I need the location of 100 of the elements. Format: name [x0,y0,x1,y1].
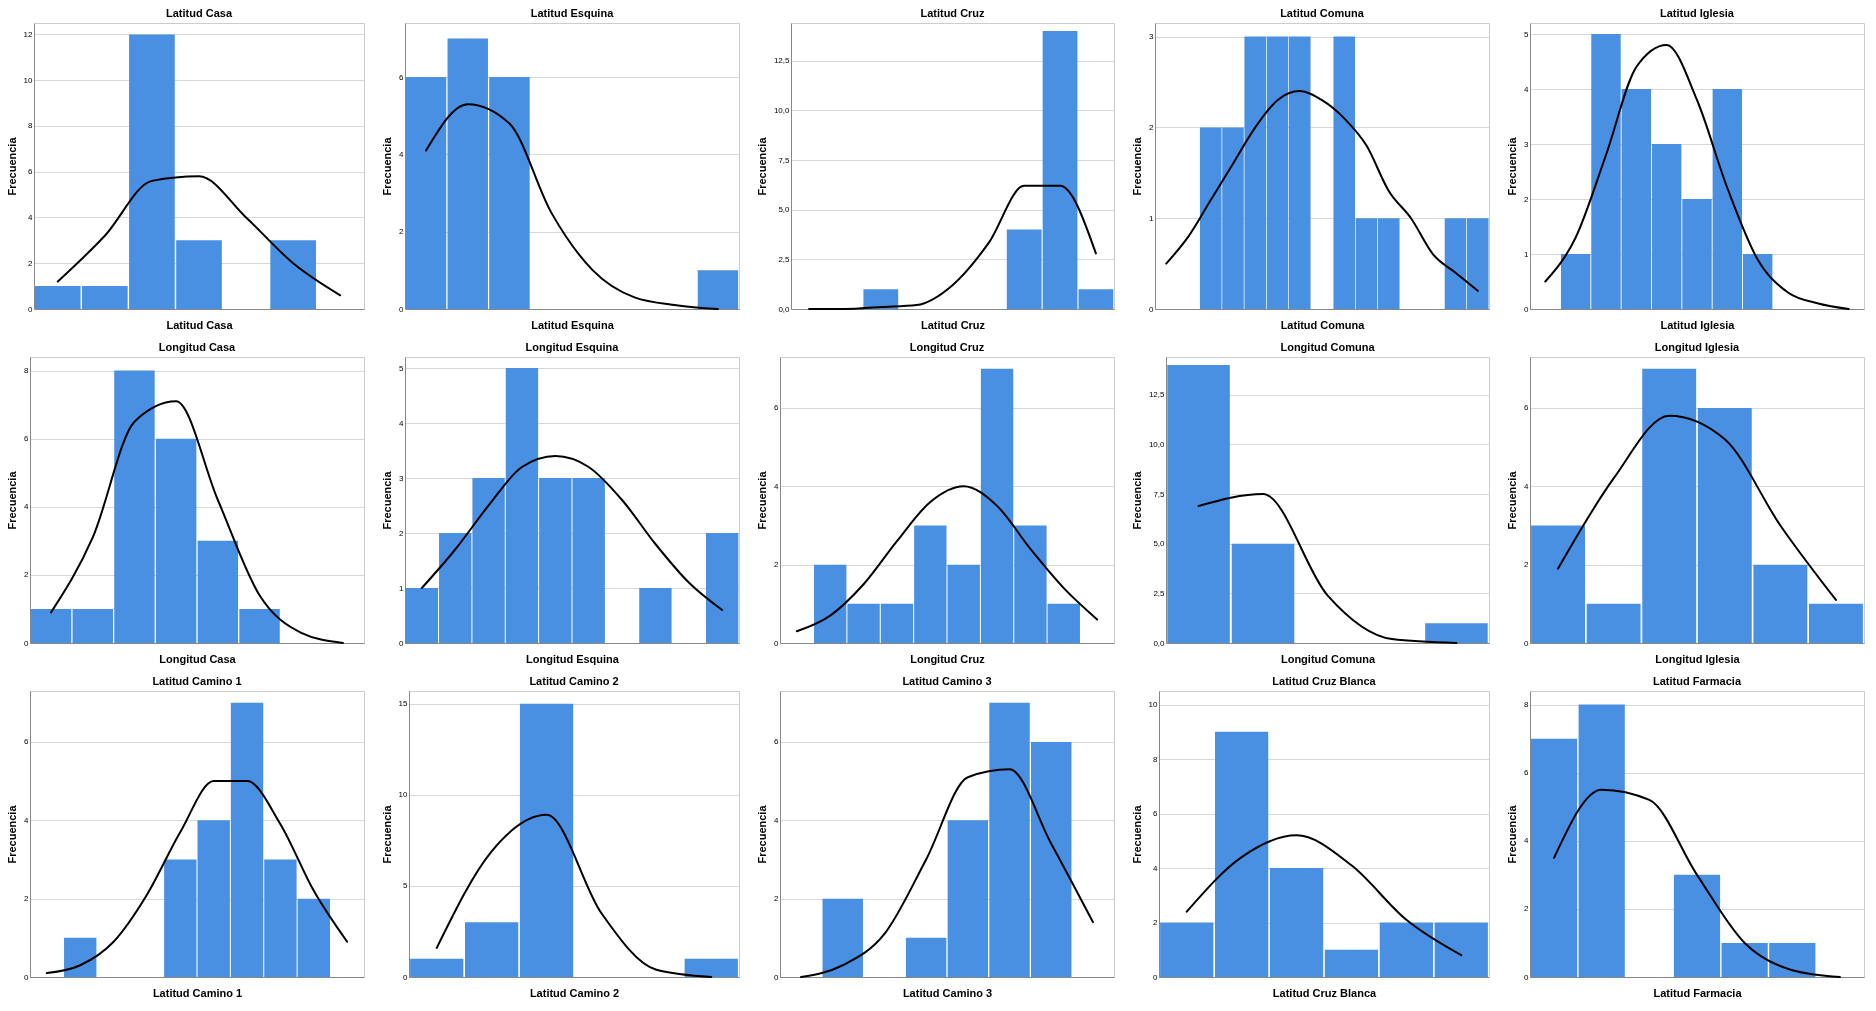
y-axis-title: Frecuencia [1506,804,1519,864]
y-tick-label: 4 [399,149,405,159]
y-tick-label: 2 [1524,194,1530,204]
x-axis-title: Longitud Esquina [526,652,620,665]
y-tick-label: 6 [1524,403,1530,413]
y-tick-label: 0 [1524,972,1530,982]
y-tick-label: 0 [774,972,780,982]
y-tick-label: 0 [24,972,30,982]
y-axis-title: Frecuencia [1506,136,1519,196]
bar [64,937,97,977]
y-tick-label: 5,0 [778,205,791,215]
y-tick-label: 6 [1153,809,1159,819]
bar [405,77,447,309]
y-tick-label: 2 [24,894,30,904]
y-tick-label: 0 [24,638,30,648]
y-tick-label: 1 [1149,213,1155,223]
x-axis-title: Latitud Comuna [1280,318,1366,331]
chart-title: Longitud Casa [158,341,237,353]
y-axis-title: Frecuencia [1130,804,1143,864]
y-tick-label: 2 [774,560,780,570]
y-axis-title: Frecuencia [756,470,769,530]
chart-title: Latitud Camino 3 [902,675,992,687]
x-axis-title: Longitud Casa [159,652,237,665]
y-tick-label: 4 [1524,84,1530,94]
bar [697,270,739,309]
bar [822,898,863,977]
bar [519,703,574,977]
bar [1673,874,1721,977]
y-tick-label: 4 [1524,481,1530,491]
x-axis-title: Latitud Farmacia [1653,986,1743,999]
y-axis-title: Frecuencia [380,804,393,864]
bar [863,289,899,309]
y-tick-label: 2 [774,894,780,904]
chart-title: Latitud Comuna [1280,7,1365,19]
bar [270,240,316,309]
bar [1531,525,1586,643]
y-tick-label: 2 [28,258,34,268]
bar [465,922,519,977]
y-axis-title: Frecuencia [756,804,769,864]
bar [1578,704,1625,977]
bar [164,859,197,977]
y-tick-label: 6 [24,737,30,747]
x-axis-title: Latitud Cruz [920,318,986,331]
y-axis-title: Frecuencia [1130,470,1143,530]
y-tick-label: 12 [23,29,34,39]
y-tick-label: 2 [1524,904,1530,914]
bar [1324,949,1379,977]
y-tick-label: 15 [398,699,409,709]
y-tick-label: 0 [774,638,780,648]
bar [1379,922,1433,977]
chart-title: Longitud Comuna [1280,341,1376,353]
chart-title: Longitud Esquina [525,341,620,353]
y-tick-label: 6 [1524,768,1530,778]
bar [1160,922,1214,977]
line-series [795,485,1099,633]
y-tick-label: 4 [399,418,405,428]
line-series [1185,834,1463,957]
bar [684,958,738,977]
chart-title: Latitud Camino 2 [529,675,619,687]
y-tick-label: 3 [1149,32,1155,42]
line-series [56,175,342,297]
line-series [1553,788,1841,978]
bar [705,533,739,643]
line-series [1197,493,1458,644]
y-tick-label: 6 [774,737,780,747]
y-tick-label: 3 [1524,139,1530,149]
bar [905,937,947,977]
y-tick-label: 8 [24,366,30,376]
y-tick-label: 12,5 [773,56,791,66]
y-tick-label: 4 [774,815,780,825]
chart-title: Longitud Iglesia [1654,341,1741,353]
y-tick-label: 4 [1524,836,1530,846]
y-tick-label: 2 [1153,918,1159,928]
bar [639,588,672,643]
y-tick-label: 0 [1524,638,1530,648]
y-tick-label: 0 [28,304,34,314]
y-tick-label: 7,5 [778,155,791,165]
line-series [808,184,1097,310]
y-axis-title: Frecuencia [6,470,19,530]
y-tick-label: 6 [774,403,780,413]
y-tick-label: 5 [403,881,409,891]
chart-title: Latitud Cruz Blanca [1272,675,1377,687]
chart-title: Latitud Casa [165,7,233,19]
y-tick-label: 4 [24,502,30,512]
y-tick-label: 2 [399,528,405,538]
y-tick-label: 7,5 [1153,489,1166,499]
line-series [420,455,724,611]
y-tick-label: 0 [399,304,405,314]
y-tick-label: 0 [1149,304,1155,314]
y-tick-label: 4 [1153,863,1159,873]
y-tick-label: 10 [1148,700,1159,710]
y-tick-label: 2 [24,570,30,580]
y-tick-label: 8 [1524,700,1530,710]
bar [1530,738,1578,977]
line-series [45,780,349,975]
y-tick-label: 6 [28,167,34,177]
x-axis-title: Latitud Casa [166,318,234,331]
y-tick-label: 4 [24,815,30,825]
y-axis-title: Frecuencia [381,470,394,530]
line-series [425,103,719,310]
